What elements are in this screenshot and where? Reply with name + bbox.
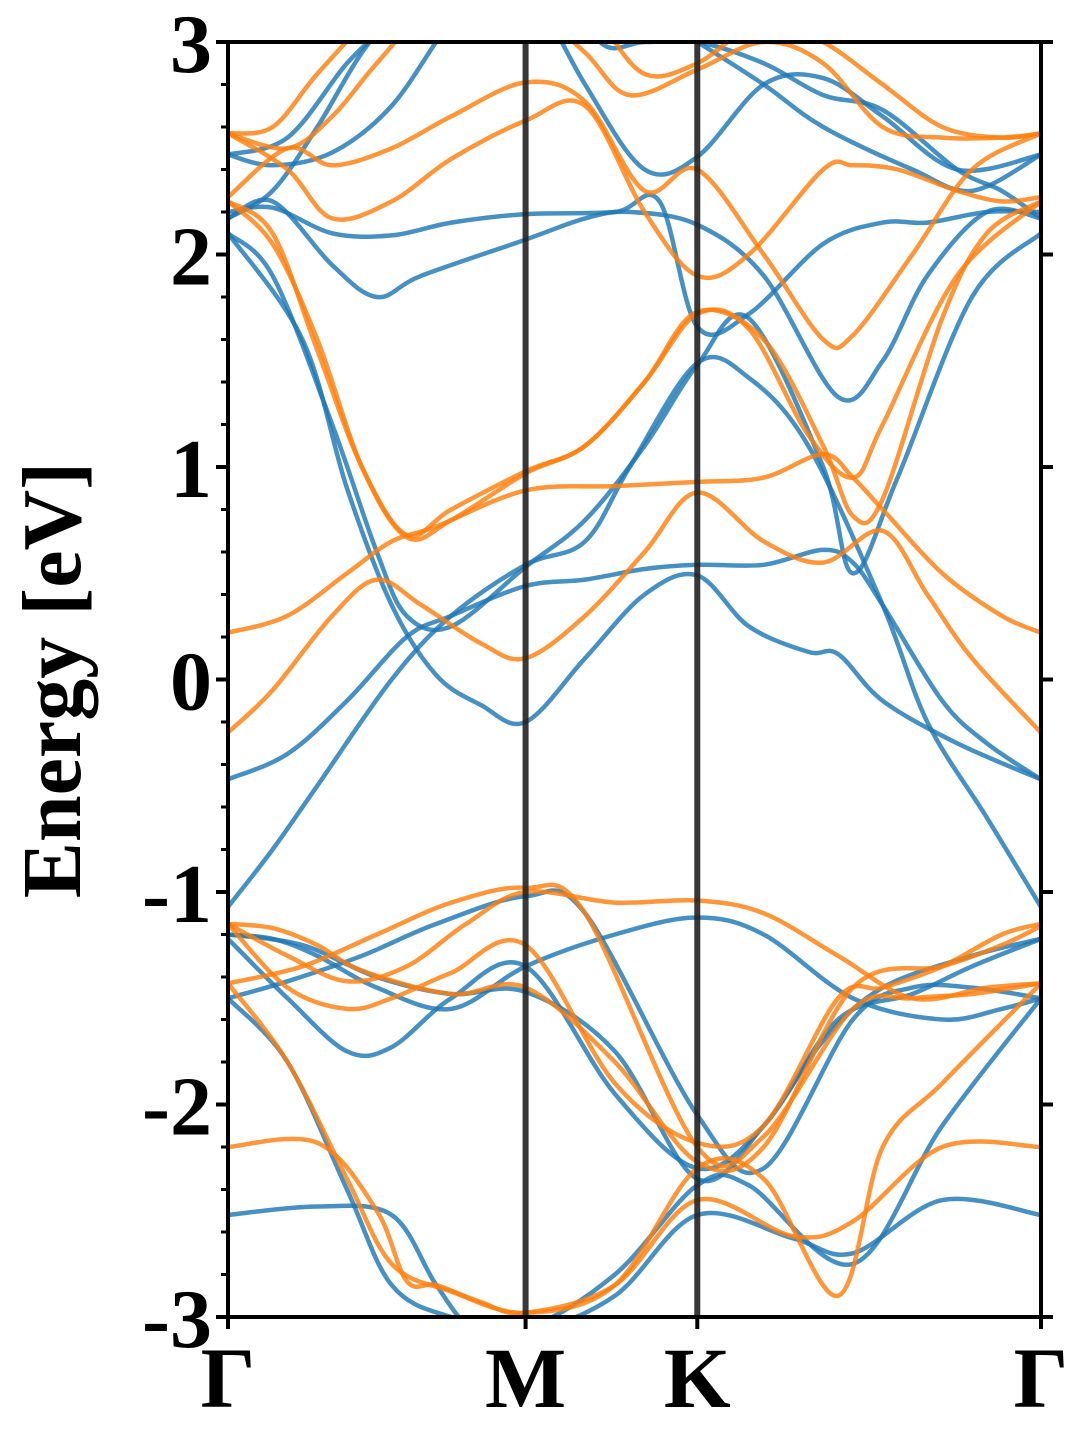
plot-frame (226, 40, 1043, 1319)
band-line-s2-14 (228, 42, 1041, 141)
x-tick-label: Γ (1014, 1330, 1069, 1426)
band-line-s2-2 (228, 981, 1041, 1316)
band-line-s1-11 (228, 197, 1041, 403)
band-line-s1-2 (228, 996, 1041, 1317)
band-line-s1-7 (228, 354, 1041, 910)
band-line-s1-5 (228, 888, 1041, 1176)
band-line-s1-15 (228, 42, 1041, 194)
band-line-s2-4 (228, 921, 1041, 1150)
y-tick-label: 3 (170, 0, 212, 91)
band-line-s2-10 (228, 199, 1041, 539)
x-tick-label: K (664, 1330, 731, 1426)
y-tick-label: -1 (142, 848, 212, 941)
band-line-s2-9 (228, 199, 1041, 542)
y-tick-label: -3 (142, 1273, 212, 1366)
band-line-s1-14 (228, 42, 1041, 221)
axis-ticks (216, 40, 1053, 1329)
band-line-s1-9 (228, 231, 1041, 782)
y-tick-label: 1 (170, 423, 212, 516)
y-tick-label: 2 (170, 211, 212, 304)
high-symmetry-lines (522, 42, 701, 1317)
band-line-s1-3 (228, 932, 1041, 1184)
band-line-s2-13 (228, 42, 1041, 151)
y-tick-labels: -3 -2 -1 0 1 2 3 (142, 0, 212, 1366)
band-line-s1-8 (228, 547, 1041, 782)
bands-layer (228, 42, 1041, 1317)
band-line-s2-6 (228, 889, 1041, 1002)
band-line-s1-10 (228, 231, 1041, 633)
band-line-s1-13 (228, 42, 1041, 177)
band-line-s2-11 (228, 98, 1041, 281)
x-tick-label: Γ (201, 1330, 256, 1426)
band-line-s1-12 (228, 192, 1041, 338)
band-line-s2-7 (228, 490, 1041, 735)
y-tick-label: -2 (142, 1061, 212, 1154)
band-line-s2-12 (228, 79, 1041, 351)
y-axis-label: Energy [eV] (6, 462, 99, 898)
y-tick-label: 0 (170, 636, 212, 729)
x-tick-label: M (485, 1330, 566, 1426)
